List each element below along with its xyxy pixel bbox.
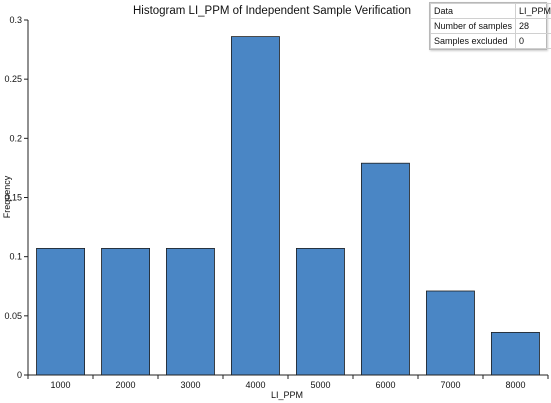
x-tick-label: 7000 xyxy=(440,380,460,390)
histogram-bar xyxy=(165,247,215,376)
summary-value: 0 xyxy=(515,33,551,49)
histogram-bar xyxy=(36,247,85,376)
histogram-bar xyxy=(360,162,410,376)
axes-group: 0 0.05 0.1 0.15 0.2 0.25 0.3 1000 2000 3000 4000 50… xyxy=(4,15,549,390)
summary-table: Data LI_PPM Number of samples 28 Samples… xyxy=(429,2,551,50)
y-tick-label: 0.3 xyxy=(9,15,22,25)
x-tick-label: 5000 xyxy=(310,380,330,390)
bars-group xyxy=(36,36,540,376)
summary-row-excluded: Samples excluded 0 xyxy=(429,33,551,49)
x-tick-label: 1000 xyxy=(50,380,70,390)
y-tick-label: 0.05 xyxy=(4,311,22,321)
y-tick-label: 0.2 xyxy=(9,133,22,143)
x-tick-label: 8000 xyxy=(505,380,525,390)
histogram-bar xyxy=(230,36,280,376)
summary-value: LI_PPM xyxy=(515,3,551,19)
x-tick-label: 4000 xyxy=(245,380,265,390)
histogram-bar xyxy=(490,331,540,376)
histogram-bar xyxy=(425,290,475,376)
y-axis-label: Frequency xyxy=(2,175,12,218)
x-tick-label: 2000 xyxy=(115,380,135,390)
summary-key: Number of samples xyxy=(429,18,517,34)
y-tick-label: 0.1 xyxy=(9,252,22,262)
histogram-bar xyxy=(295,247,345,376)
histogram-bar xyxy=(101,247,150,376)
summary-row-samples: Number of samples 28 xyxy=(429,18,551,34)
chart-title: Histogram LI_PPM of Independent Sample V… xyxy=(133,5,411,17)
summary-key: Data xyxy=(429,3,517,19)
summary-row-data: Data LI_PPM xyxy=(429,3,551,19)
x-tick-label: 6000 xyxy=(375,380,395,390)
summary-value: 28 xyxy=(515,18,551,34)
y-tick-label: 0 xyxy=(17,370,22,380)
summary-key: Samples excluded xyxy=(429,33,517,49)
x-axis-label: LI_PPM xyxy=(271,390,303,400)
x-tick-label: 3000 xyxy=(180,380,200,390)
y-tick-label: 0.25 xyxy=(4,74,22,84)
y-tick-label: 0.15 xyxy=(4,193,22,203)
